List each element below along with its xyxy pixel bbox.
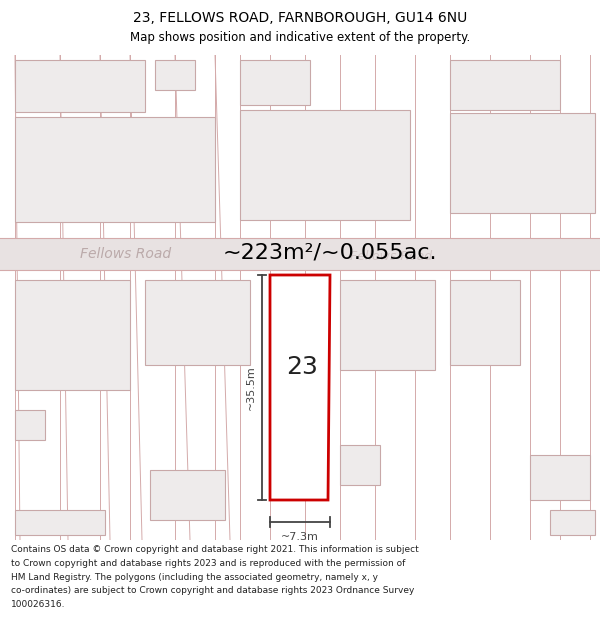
- Text: ~7.3m: ~7.3m: [281, 532, 319, 542]
- Text: Map shows position and indicative extent of the property.: Map shows position and indicative extent…: [130, 31, 470, 44]
- Text: 100026316.: 100026316.: [11, 600, 65, 609]
- Bar: [0, 238, 600, 270]
- Bar: [240, 60, 310, 105]
- Bar: [240, 110, 410, 220]
- Bar: [550, 510, 595, 535]
- Text: to Crown copyright and database rights 2023 and is reproduced with the permissio: to Crown copyright and database rights 2…: [11, 559, 405, 568]
- Bar: [340, 280, 435, 370]
- Text: HM Land Registry. The polygons (including the associated geometry, namely x, y: HM Land Registry. The polygons (includin…: [11, 572, 378, 581]
- Text: Contains OS data © Crown copyright and database right 2021. This information is : Contains OS data © Crown copyright and d…: [11, 545, 419, 554]
- Text: Fellows Road: Fellows Road: [350, 251, 432, 264]
- Text: co-ordinates) are subject to Crown copyright and database rights 2023 Ordnance S: co-ordinates) are subject to Crown copyr…: [11, 586, 414, 595]
- Bar: [15, 60, 145, 112]
- Bar: [15, 280, 130, 390]
- Text: 23, FELLOWS ROAD, FARNBOROUGH, GU14 6NU: 23, FELLOWS ROAD, FARNBOROUGH, GU14 6NU: [133, 11, 467, 25]
- Bar: [340, 445, 380, 485]
- Bar: [150, 470, 225, 520]
- Polygon shape: [270, 275, 330, 500]
- Bar: [15, 410, 45, 440]
- Bar: [450, 60, 560, 110]
- Text: ~35.5m: ~35.5m: [246, 365, 256, 410]
- Text: ~223m²/~0.055ac.: ~223m²/~0.055ac.: [223, 242, 437, 262]
- Bar: [450, 280, 520, 365]
- Bar: [145, 280, 250, 365]
- Bar: [155, 60, 195, 90]
- Bar: [530, 455, 590, 500]
- Bar: [15, 117, 215, 222]
- Text: Fellows Road: Fellows Road: [80, 247, 171, 261]
- Bar: [450, 113, 595, 213]
- Text: 23: 23: [286, 356, 318, 379]
- Bar: [15, 510, 105, 535]
